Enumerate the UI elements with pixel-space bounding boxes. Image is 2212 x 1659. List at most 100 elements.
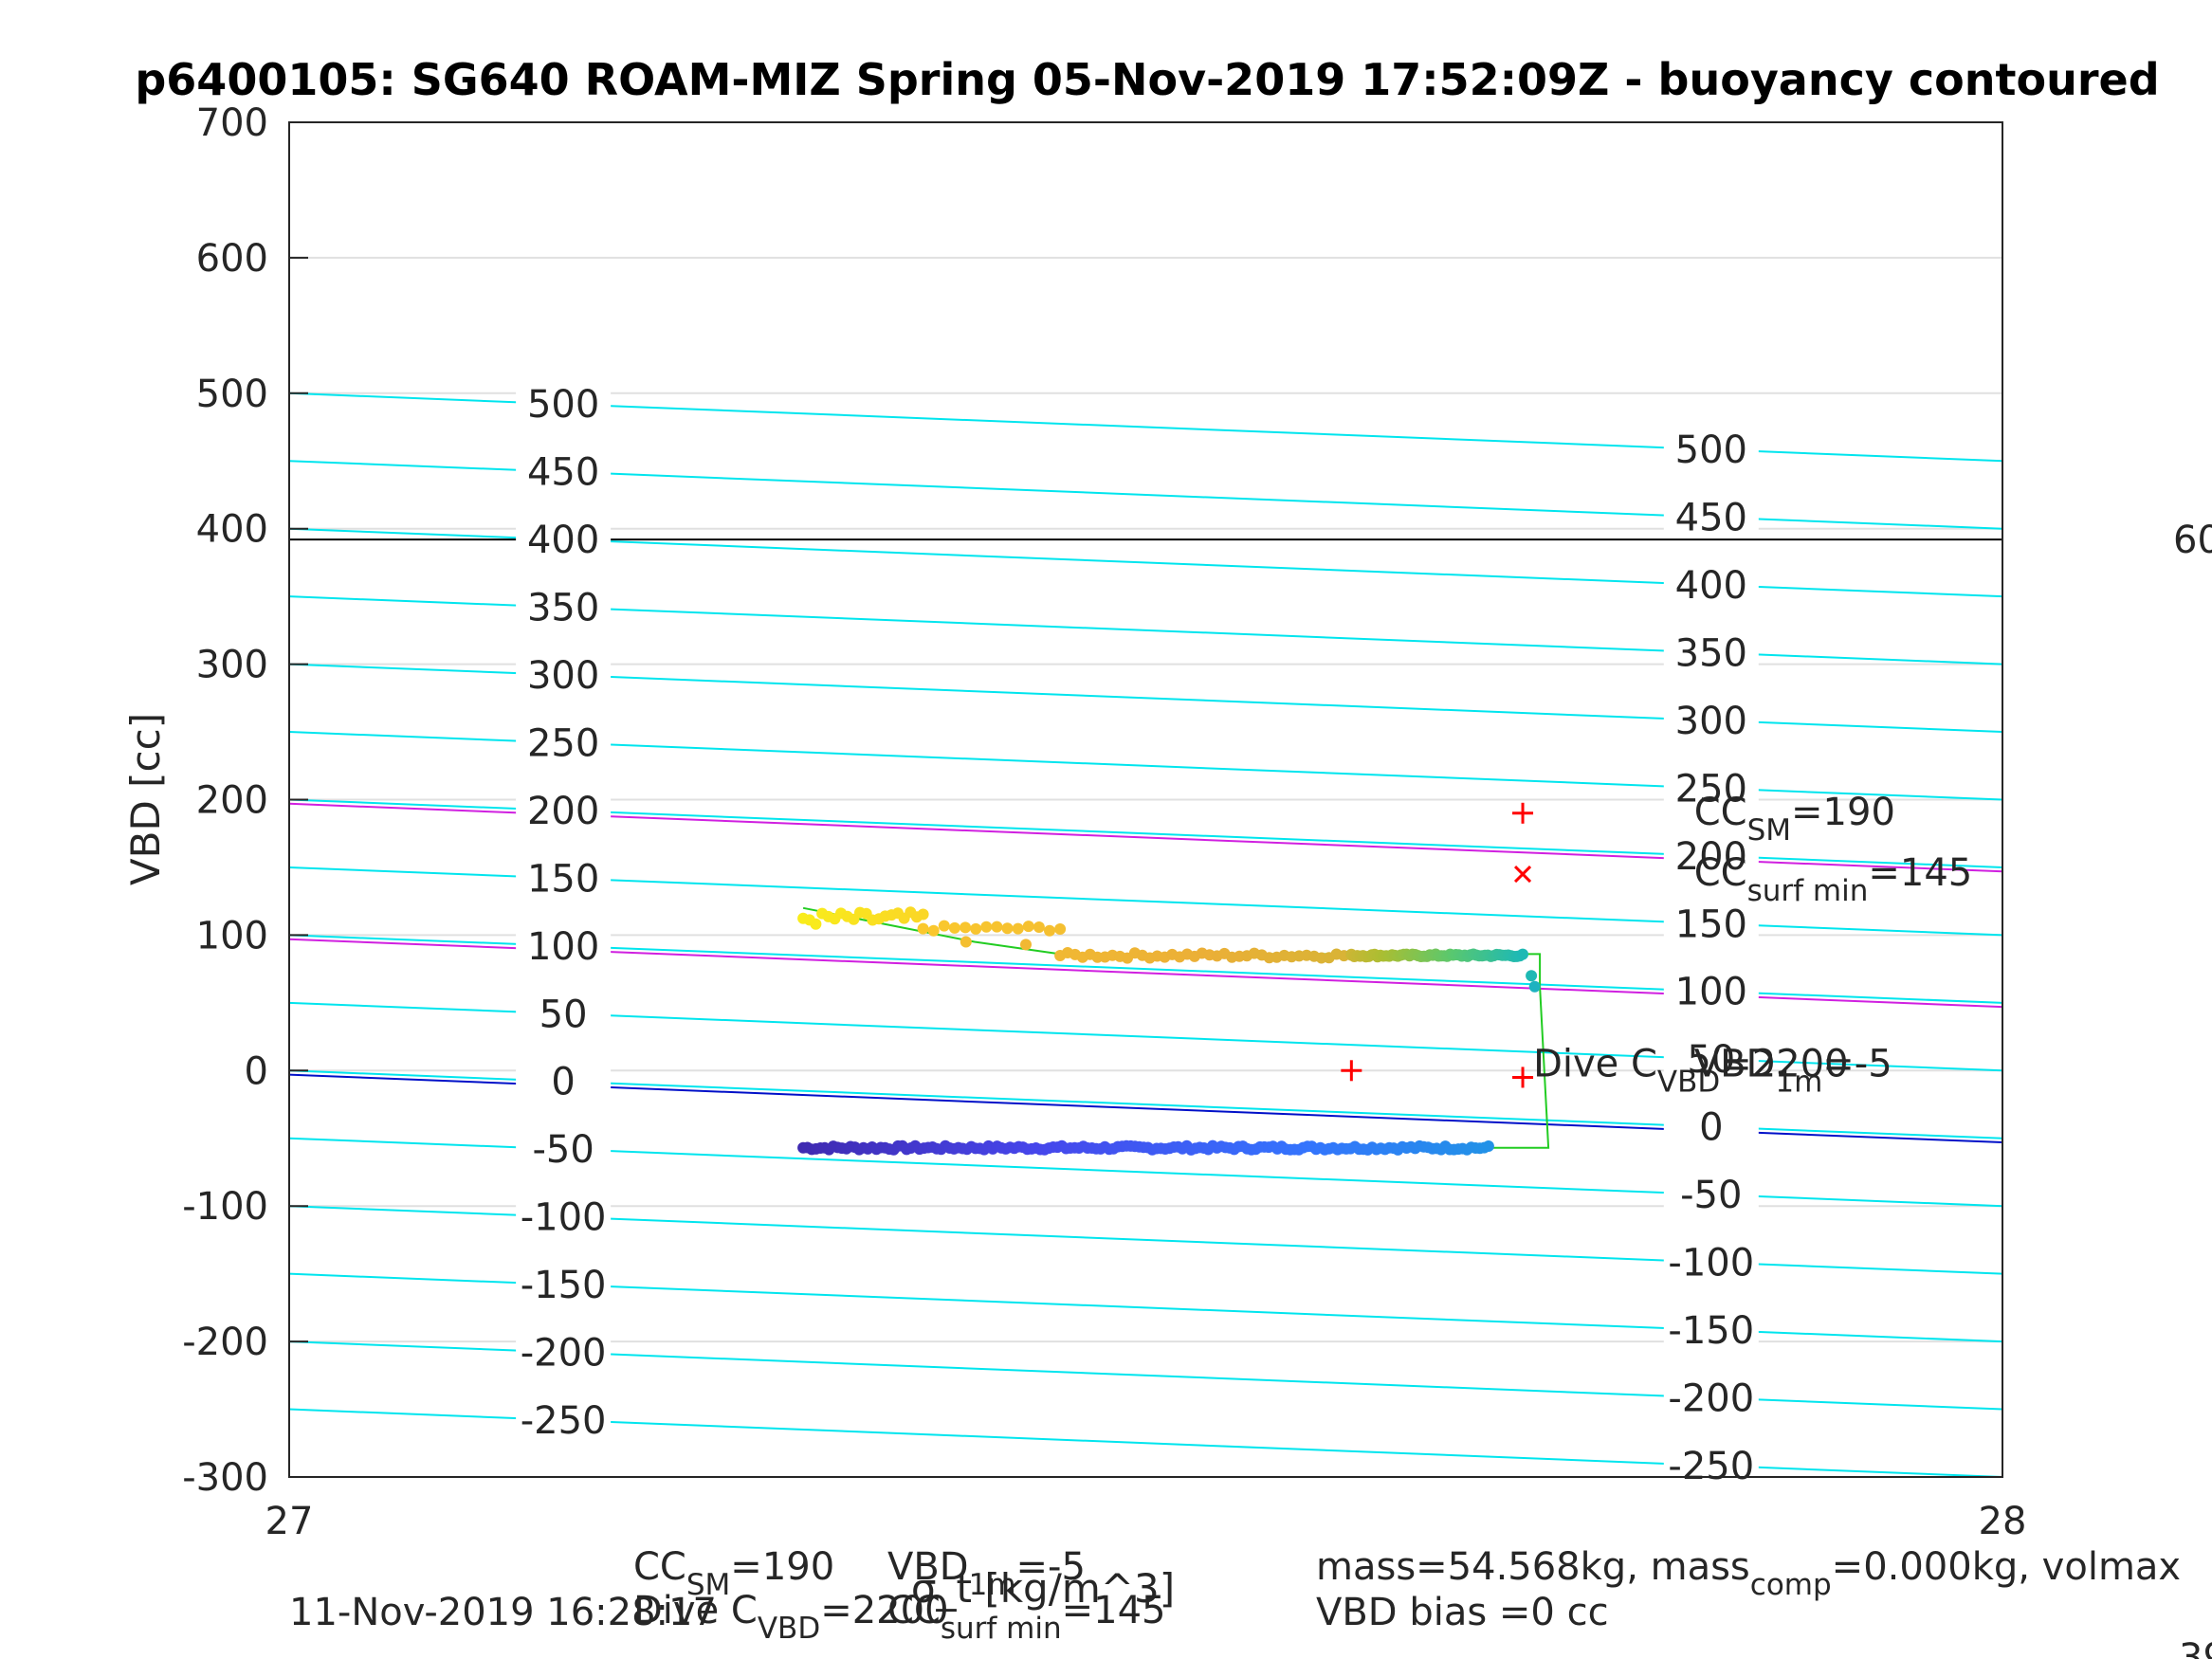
contour-label: 450 — [1675, 497, 1747, 540]
contour-label-bg — [516, 1128, 612, 1171]
contour-label: -200 — [1668, 1376, 1754, 1420]
profile-point — [917, 922, 929, 935]
profile-point — [938, 920, 950, 932]
contour-label-bg — [516, 1398, 612, 1441]
y-tick-label: -100 — [182, 1185, 268, 1229]
contour-label-bg — [1663, 496, 1759, 538]
footer-timestamp: 11-Nov-2019 16:28:17 — [289, 1591, 717, 1634]
profile-point — [1517, 948, 1528, 960]
x-axis-label: σ_t [kg/m^3] — [911, 1565, 1175, 1612]
profile-point — [960, 936, 972, 948]
contour-label: -250 — [1668, 1445, 1754, 1488]
footer-vbd-1m: VBD1m=-5 — [887, 1545, 1086, 1602]
contour-label: 350 — [1675, 631, 1747, 675]
footer-mass: mass=54.568kg, masscomp=0.000kg, volmax — [1316, 1545, 2181, 1602]
contour-label: 400 — [527, 519, 599, 562]
contour-label: 50 — [539, 993, 588, 1036]
contour-label: -50 — [1680, 1174, 1742, 1217]
contour-label-bg — [1663, 902, 1759, 945]
plus-marker — [1512, 802, 1534, 824]
profile-point — [917, 908, 929, 921]
contour-label-bg — [1663, 970, 1759, 1012]
contour-label: 200 — [527, 790, 599, 833]
contour-label: 250 — [527, 721, 599, 765]
profile-point — [1528, 980, 1541, 993]
annotation-dive-c: Dive CVBD=2200 — [1533, 1043, 1849, 1100]
contour-label: 150 — [527, 857, 599, 901]
profile-points — [797, 906, 1541, 1156]
trace-line — [802, 906, 1550, 1149]
y-axis-label: VBD [cc] — [122, 713, 169, 885]
profile-point — [1001, 922, 1014, 935]
annotation-cc-surf-min: CCsurf min=145 — [1694, 851, 1973, 908]
contour-label: 0 — [551, 1061, 575, 1104]
overflow-text-bottom: 39 — [2179, 1636, 2212, 1659]
contour-label: -200 — [521, 1332, 607, 1376]
x-axis-label-text: σ_t [kg/m^3] — [911, 1565, 1175, 1612]
contour-label-bg — [1663, 834, 1759, 877]
footer-dive-c: Dive CVBD=2200 — [633, 1589, 949, 1646]
contour-label: 450 — [527, 451, 599, 495]
contour-label-bg — [1663, 1444, 1759, 1486]
contour-label-bg — [1663, 1308, 1759, 1351]
contour-label: -150 — [521, 1264, 607, 1307]
contour-label: 350 — [527, 587, 599, 630]
contour-label: -100 — [1668, 1242, 1754, 1285]
plus-marker — [1341, 1060, 1362, 1082]
contour-label-bg — [516, 924, 612, 967]
footer-cc-surf-min: CCsurf min=145 — [887, 1589, 1166, 1646]
contour-label-bg — [516, 654, 612, 697]
contour-label: 100 — [1675, 971, 1747, 1014]
profile-point — [1033, 921, 1045, 933]
y-tick-label: -300 — [182, 1456, 268, 1500]
contour-label-bg — [1663, 1105, 1759, 1148]
profile-point — [1012, 922, 1024, 935]
contour-label-bg — [1663, 1038, 1759, 1081]
profile-point — [991, 921, 1003, 933]
contour-label: 400 — [1675, 564, 1747, 608]
contour-label-bg — [516, 857, 612, 900]
contour-label-bg — [516, 789, 612, 831]
footer-cc-sm: CCSM=190 — [633, 1545, 834, 1602]
y-tick-label: 600 — [196, 237, 268, 281]
x-tick-label: 28 — [1979, 1500, 2027, 1543]
contour-label: -100 — [521, 1196, 607, 1240]
contour-label: -250 — [521, 1399, 607, 1443]
annotation-vbd-1m: VBD1m=-5 — [1694, 1043, 1892, 1100]
profile-point — [980, 921, 993, 933]
y-tick-label: 100 — [196, 914, 268, 957]
contour-label: 250 — [1675, 767, 1747, 811]
contour-label-bg — [516, 383, 612, 426]
contour-label: 150 — [1675, 902, 1747, 946]
contour-labels: -250 -250 -200 -200 -150 -150 -100 -100 -50 -50 0 0… — [516, 383, 1759, 1488]
profile-point — [1020, 939, 1032, 951]
y-tick-label: -200 — [182, 1321, 268, 1364]
contour-label: 0 — [1699, 1106, 1723, 1150]
contour-label-bg — [516, 450, 612, 493]
contour-label: 500 — [527, 383, 599, 427]
contour-label-bg — [1663, 1174, 1759, 1216]
reference-markers — [1341, 802, 1534, 1088]
contour-label-bg — [516, 1060, 612, 1103]
profile-point — [948, 921, 960, 934]
contour-label: -150 — [1668, 1309, 1754, 1353]
y-tick-label: 700 — [196, 101, 268, 145]
cross-marker — [1513, 866, 1532, 884]
contour-label-bg — [1663, 767, 1759, 810]
contour-label-bg — [1663, 1241, 1759, 1284]
profile-point — [810, 918, 822, 930]
cross-marker-b — [1513, 866, 1532, 884]
contour-label-bg — [516, 1264, 612, 1306]
profile-point — [960, 921, 972, 934]
y-tick-label: 400 — [196, 508, 268, 552]
contour-label: 100 — [527, 925, 599, 969]
x-tick-label: 27 — [265, 1500, 314, 1543]
contour-label-bg — [1663, 564, 1759, 607]
profile-point — [970, 922, 982, 935]
y-tick-label: 0 — [245, 1049, 268, 1093]
profile-trace — [802, 906, 1550, 1149]
